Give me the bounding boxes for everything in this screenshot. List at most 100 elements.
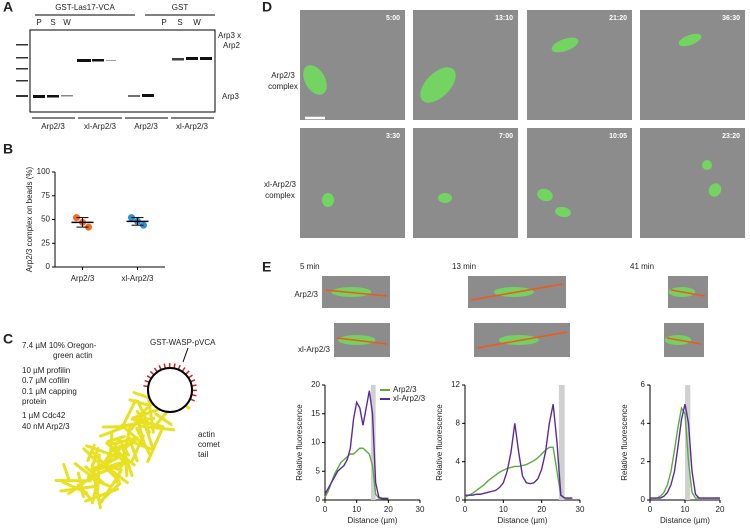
- bead: [147, 367, 193, 413]
- line-scan: [470, 283, 564, 301]
- micrograph: [527, 128, 632, 238]
- time-stamp: 13:10: [495, 15, 513, 22]
- tail-label: tail: [198, 450, 208, 459]
- comet-tail: [54, 386, 191, 510]
- row-label: complex: [265, 191, 295, 200]
- ladder-band: [16, 57, 28, 59]
- group-label: Arp2/3: [41, 122, 65, 131]
- x-tick-label: xl-Arp2/3: [121, 274, 154, 283]
- row-label: xl-Arp2/3: [264, 180, 297, 189]
- y-tick-label: 0: [641, 495, 646, 504]
- actin-filament: [133, 417, 156, 422]
- condition: green actin: [53, 351, 93, 360]
- actin-filament: [91, 450, 109, 469]
- y-tick-label: 0: [456, 495, 461, 504]
- band: [200, 57, 212, 60]
- x-tick-label: Arp2/3: [71, 274, 95, 283]
- y-tick-label: 12: [451, 380, 460, 389]
- x-tick-label: 20: [384, 505, 393, 514]
- x-tick-label: 30: [416, 505, 425, 514]
- panel-label: A: [3, 0, 13, 15]
- gel-bands: [33, 57, 212, 98]
- actin-filament: [146, 395, 155, 434]
- y-axis-label: Arp2/3 complex on beads (%): [25, 166, 34, 272]
- band: [33, 95, 45, 98]
- y-tick-label: 4: [641, 418, 646, 427]
- x-axis-label: Distance (µm): [498, 516, 548, 525]
- y-axis-label: Relative fluorescence: [620, 404, 629, 481]
- panel-label: D: [262, 0, 272, 15]
- band-label: Arp3 x: [218, 31, 241, 40]
- x-tick-label: 10: [499, 505, 508, 514]
- x-tick-label: 20: [716, 505, 725, 514]
- gel: GST-Las17-VCA GST P S W P S W Arp3 x Arp…: [16, 3, 241, 131]
- x-tick-label: 0: [463, 505, 468, 514]
- actin-filament: [86, 443, 96, 463]
- x-axis-label: Distance (µm): [348, 516, 398, 525]
- band-label: Arp2: [223, 41, 240, 50]
- chart-title: 5 min: [300, 262, 320, 271]
- y-tick-label: 0: [46, 262, 51, 271]
- condition: 7.4 µM 10% Oregon-: [22, 341, 97, 350]
- band: [186, 57, 198, 60]
- condition: 1 µM Cdc42: [22, 411, 66, 420]
- x-axis-label: Distance (µm): [660, 516, 710, 525]
- row-label: complex: [268, 82, 298, 91]
- time-stamp: 36:30: [722, 15, 740, 22]
- micrograph: [527, 10, 632, 120]
- y-tick-label: 4: [456, 457, 461, 466]
- actin-filament: [105, 441, 136, 467]
- y-tick-label: 25: [41, 238, 50, 247]
- series-line: [324, 390, 389, 499]
- y-tick-label: 15: [311, 409, 320, 418]
- y-tick-label: 6: [641, 380, 646, 389]
- time-stamp: 5:00: [386, 15, 400, 22]
- band: [142, 94, 154, 97]
- condition: 0.1 µM capping: [22, 387, 77, 396]
- y-tick-label: 8: [456, 418, 461, 427]
- panel-e-images: Arp2/3 xl-Arp2/3: [294, 276, 708, 357]
- actin-filament: [62, 462, 71, 482]
- actin-filament: [90, 446, 100, 468]
- series-line: [650, 404, 720, 499]
- micrograph: [300, 128, 405, 238]
- line-scan: [666, 337, 702, 345]
- actin-filament: [121, 399, 138, 427]
- line-scan: [336, 337, 388, 345]
- band-label: Arp3: [222, 92, 239, 101]
- actin-filament: [59, 484, 98, 493]
- fluorescent-tail: [537, 188, 553, 202]
- line-scan: [670, 289, 706, 297]
- gel-frame: [29, 29, 216, 113]
- panel-label: B: [3, 141, 13, 157]
- x-tick-label: 30: [576, 505, 585, 514]
- line-scan: [476, 331, 568, 349]
- shaded-region: [558, 385, 565, 500]
- time-stamp: 3:30: [386, 133, 400, 140]
- y-axis-label: Relative fluorescence: [295, 404, 304, 481]
- actin-filament: [86, 475, 111, 488]
- series-line: [465, 404, 573, 499]
- condition: 0.7 µM cofilin: [22, 376, 69, 385]
- micrograph: [640, 10, 745, 120]
- fluorescent-tail: [551, 37, 579, 53]
- group-label: Arp2/3: [134, 122, 158, 131]
- tail-label: comet: [198, 440, 221, 449]
- group-label: xl-Arp2/3: [176, 122, 209, 131]
- gel-header: GST-Las17-VCA: [55, 3, 115, 12]
- band: [106, 60, 116, 61]
- tail-label: actin: [198, 430, 215, 439]
- group-label: xl-Arp2/3: [84, 122, 117, 131]
- fluorescent-tail: [322, 193, 334, 207]
- x-tick-label: 10: [352, 505, 361, 514]
- y-tick-label: 50: [41, 215, 50, 224]
- legend-label: Arp2/3: [393, 385, 417, 394]
- lane-label: W: [63, 18, 71, 27]
- band: [172, 58, 184, 61]
- row-label: Arp2/3: [271, 71, 295, 80]
- lane-label: S: [177, 18, 182, 27]
- gel-header: GST: [172, 3, 189, 12]
- ladder-band: [16, 80, 28, 82]
- row-label: xl-Arp2/3: [298, 345, 331, 354]
